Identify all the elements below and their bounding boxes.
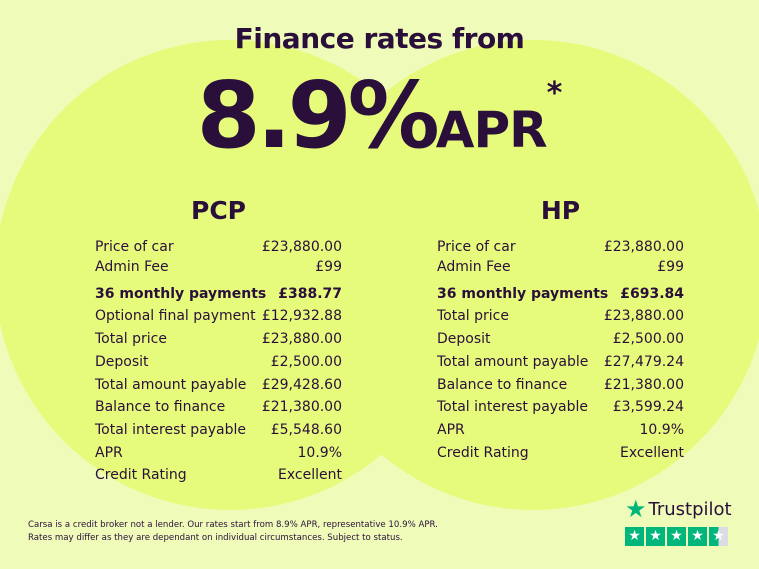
row-value: £23,880.00 bbox=[261, 239, 342, 255]
rating-stars: ★ ★ ★ ★ ★ bbox=[625, 527, 732, 546]
row-label: Total interest payable bbox=[437, 399, 589, 416]
row-value: £388.77 bbox=[278, 285, 342, 302]
table-row: 36 monthly payments £388.77 bbox=[95, 283, 342, 306]
table-row: Admin Fee £99 bbox=[95, 256, 342, 279]
table-row: Price of car £23,880.00 bbox=[437, 239, 684, 256]
row-label: Total price bbox=[437, 308, 509, 325]
row-label: Price of car bbox=[95, 239, 174, 255]
row-value: £23,880.00 bbox=[603, 239, 684, 255]
row-label: Credit Rating bbox=[95, 467, 187, 484]
rate-unit: APR bbox=[435, 101, 548, 159]
row-value: £21,380.00 bbox=[603, 376, 684, 393]
row-label: APR bbox=[95, 444, 123, 461]
table-row: Credit Rating Excellent bbox=[95, 464, 342, 487]
row-value: Excellent bbox=[620, 444, 684, 461]
table-row: 36 monthly payments £693.84 bbox=[437, 283, 684, 306]
row-value: 10.9% bbox=[639, 421, 684, 438]
row-value: £21,380.00 bbox=[261, 399, 342, 416]
table-row: Total amount payable £29,428.60 bbox=[95, 374, 342, 397]
table-row: Deposit £2,500.00 bbox=[95, 351, 342, 374]
star-icon: ★ bbox=[625, 527, 644, 546]
row-value: £12,932.88 bbox=[261, 308, 342, 325]
row-value: £2,500.00 bbox=[612, 331, 684, 348]
table-row: APR 10.9% bbox=[95, 442, 342, 465]
decorative-circle-right bbox=[298, 40, 759, 510]
table-row: Optional final payment £12,932.88 bbox=[95, 305, 342, 328]
trustpilot-badge[interactable]: ★ Trustpilot ★ ★ ★ ★ ★ bbox=[625, 495, 732, 546]
star-icon: ★ bbox=[625, 495, 647, 523]
row-value: £693.84 bbox=[620, 285, 684, 302]
row-label: Deposit bbox=[437, 331, 491, 348]
table-row: Credit Rating Excellent bbox=[437, 442, 684, 465]
table-row: Total price £23,880.00 bbox=[95, 328, 342, 351]
row-value: £23,880.00 bbox=[261, 331, 342, 348]
row-value: £5,548.60 bbox=[270, 421, 342, 438]
row-label: Balance to finance bbox=[437, 376, 568, 393]
pcp-title: PCP bbox=[191, 196, 246, 225]
rate-display: 8.9%APR* bbox=[0, 62, 759, 169]
table-row: Total amount payable £27,479.24 bbox=[437, 351, 684, 374]
row-label: Total interest payable bbox=[95, 421, 247, 438]
table-row: Admin Fee £99 bbox=[437, 256, 684, 279]
rate-value: 8.9% bbox=[196, 62, 440, 169]
row-value: £2,500.00 bbox=[270, 353, 342, 370]
table-row: Price of car £23,880.00 bbox=[95, 239, 342, 256]
row-label: Price of car bbox=[437, 239, 516, 255]
row-value: £99 bbox=[315, 259, 342, 275]
row-value: Excellent bbox=[278, 467, 342, 484]
star-icon: ★ bbox=[667, 527, 686, 546]
row-label: Optional final payment bbox=[95, 308, 256, 325]
disclaimer-line: Rates may differ as they are dependant o… bbox=[28, 533, 403, 543]
row-label: 36 monthly payments bbox=[95, 285, 267, 302]
headline: Finance rates from bbox=[234, 22, 525, 55]
star-icon: ★ bbox=[688, 527, 707, 546]
row-label: Admin Fee bbox=[95, 259, 169, 275]
pcp-table: PCP Price of car £23,880.00 Admin Fee £99 36… bbox=[95, 196, 342, 487]
table-row: Total price £23,880.00 bbox=[437, 305, 684, 328]
row-label: Balance to finance bbox=[95, 399, 226, 416]
rate-asterisk: * bbox=[546, 76, 563, 111]
row-label: Admin Fee bbox=[437, 259, 511, 275]
table-row: Balance to finance £21,380.00 bbox=[95, 396, 342, 419]
hp-table: HP Price of car £23,880.00 Admin Fee £99 36 … bbox=[437, 196, 684, 464]
table-row: Total interest payable £3,599.24 bbox=[437, 396, 684, 419]
row-label: Total amount payable bbox=[95, 376, 247, 393]
half-star-icon: ★ bbox=[709, 527, 728, 546]
star-icon: ★ bbox=[646, 527, 665, 546]
disclaimer-line: Carsa is a credit broker not a lender. O… bbox=[28, 520, 438, 530]
row-value: £23,880.00 bbox=[603, 308, 684, 325]
row-label: Total amount payable bbox=[437, 353, 589, 370]
row-value: 10.9% bbox=[297, 444, 342, 461]
row-label: Deposit bbox=[95, 353, 149, 370]
row-value: £29,428.60 bbox=[261, 376, 342, 393]
row-value: £3,599.24 bbox=[612, 399, 684, 416]
row-label: APR bbox=[437, 421, 465, 438]
table-row: Total interest payable £5,548.60 bbox=[95, 419, 342, 442]
row-label: Credit Rating bbox=[437, 444, 529, 461]
disclaimer: Carsa is a credit broker not a lender. O… bbox=[28, 519, 448, 545]
table-row: APR 10.9% bbox=[437, 419, 684, 442]
hp-title: HP bbox=[540, 196, 581, 225]
row-value: £27,479.24 bbox=[603, 353, 684, 370]
row-label: 36 monthly payments bbox=[437, 285, 609, 302]
table-row: Balance to finance £21,380.00 bbox=[437, 374, 684, 397]
table-row: Deposit £2,500.00 bbox=[437, 328, 684, 351]
trustpilot-name: Trustpilot bbox=[648, 498, 732, 520]
row-value: £99 bbox=[657, 259, 684, 275]
row-label: Total price bbox=[95, 331, 167, 348]
